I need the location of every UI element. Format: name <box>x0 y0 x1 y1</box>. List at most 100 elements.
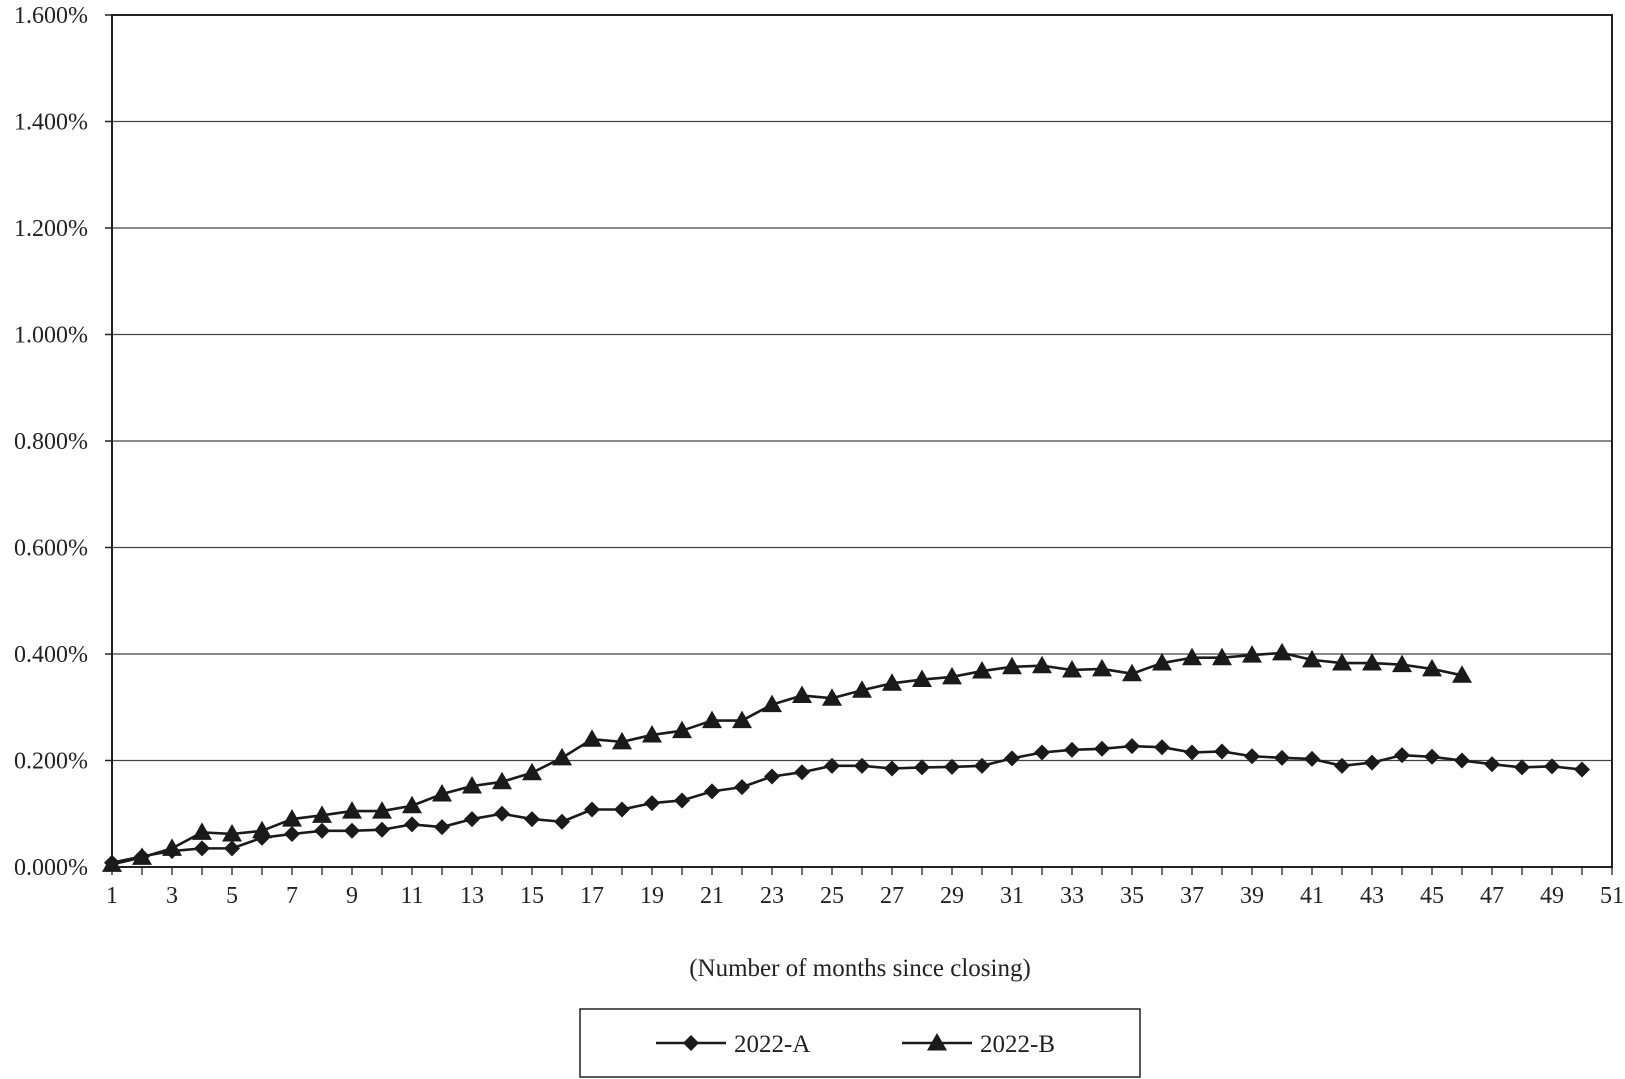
data-point <box>852 680 872 698</box>
x-tick-label: 25 <box>820 883 844 909</box>
data-point <box>462 776 482 794</box>
data-point <box>854 757 870 774</box>
x-tick-label: 45 <box>1420 883 1444 909</box>
data-point <box>372 801 392 819</box>
legend-marker <box>683 1035 699 1051</box>
x-axis-label: (Number of months since closing) <box>689 955 1031 982</box>
x-tick-label: 35 <box>1120 883 1144 909</box>
data-point <box>1034 744 1050 761</box>
data-point <box>554 813 570 830</box>
x-tick-label: 43 <box>1360 883 1384 909</box>
data-point <box>734 779 750 796</box>
data-point <box>1032 655 1052 674</box>
data-point <box>972 661 992 679</box>
data-point <box>884 760 900 777</box>
data-point <box>1362 653 1382 671</box>
x-tick-label: 31 <box>1000 883 1024 909</box>
data-point <box>1304 750 1320 767</box>
y-tick-label: 1.200% <box>14 216 88 242</box>
data-point <box>194 840 210 857</box>
data-point <box>132 847 152 865</box>
data-point <box>1182 647 1202 666</box>
data-point <box>944 758 960 775</box>
data-point <box>492 771 512 790</box>
x-tick-label: 19 <box>640 883 664 909</box>
data-point <box>642 724 662 743</box>
data-point <box>974 757 990 774</box>
legend-label: 2022-A <box>734 1031 810 1058</box>
data-point <box>914 759 930 776</box>
series-2022-A <box>104 738 1590 871</box>
data-point <box>434 819 450 836</box>
legend-label: 2022-B <box>980 1031 1055 1058</box>
y-tick-label: 1.600% <box>14 3 88 29</box>
data-point <box>822 688 842 706</box>
y-tick-label: 1.000% <box>14 323 88 349</box>
legend: 2022-A 2022-B <box>579 1008 1141 1078</box>
series-2022-B <box>102 642 1472 872</box>
data-point <box>1244 748 1260 765</box>
data-point <box>1272 642 1292 661</box>
legend-item-2022-A: 2022-A <box>656 1031 810 1058</box>
y-tick-label: 0.800% <box>14 429 88 455</box>
data-point <box>1212 647 1232 666</box>
data-point <box>1152 653 1172 671</box>
series-layer <box>102 642 1590 872</box>
data-point <box>1544 758 1560 775</box>
data-point <box>522 762 542 781</box>
data-point <box>702 710 722 729</box>
data-point <box>1302 649 1322 668</box>
data-point <box>794 764 810 781</box>
y-tick-label: 0.000% <box>14 855 88 881</box>
x-tick-label: 15 <box>520 883 544 909</box>
data-point <box>672 720 692 739</box>
x-tick-label: 27 <box>880 883 904 909</box>
data-point <box>1422 658 1442 677</box>
data-point <box>674 792 690 809</box>
data-point <box>552 747 572 766</box>
data-point <box>342 801 362 819</box>
data-point <box>732 710 752 729</box>
data-point <box>1364 754 1380 771</box>
x-axis-ticks: 1 3 5 7 9 11 13 15 17 19 21 23 25 27 29 31 33 35 37 39 41 43 4… <box>106 867 1624 909</box>
data-point <box>792 685 812 704</box>
x-tick-label: 33 <box>1060 883 1084 909</box>
data-point <box>1092 658 1112 677</box>
data-point <box>464 811 480 828</box>
data-point <box>224 840 240 857</box>
x-tick-label: 23 <box>760 883 784 909</box>
data-point <box>1064 741 1080 758</box>
data-point <box>282 809 302 827</box>
data-point <box>494 805 510 822</box>
x-tick-label: 51 <box>1600 883 1624 909</box>
plot-area-frame <box>111 14 1613 868</box>
data-point <box>1574 761 1590 778</box>
data-point <box>1332 653 1352 671</box>
data-point <box>1004 750 1020 767</box>
data-point <box>1392 654 1412 673</box>
data-point <box>314 822 330 839</box>
data-point <box>252 820 272 839</box>
data-point <box>344 822 360 839</box>
data-point <box>1242 645 1262 663</box>
data-point <box>524 811 540 828</box>
x-tick-label: 29 <box>940 883 964 909</box>
legend-item-2022-B: 2022-B <box>902 1031 1055 1058</box>
data-point <box>644 795 660 812</box>
data-point <box>192 822 212 840</box>
x-tick-label: 41 <box>1300 883 1324 909</box>
data-point <box>704 783 720 800</box>
data-point <box>1094 740 1110 757</box>
legend-marker <box>927 1033 947 1051</box>
data-point <box>582 729 602 747</box>
y-tick-label: 0.600% <box>14 536 88 562</box>
x-tick-label: 7 <box>286 883 298 909</box>
data-point <box>942 666 962 685</box>
data-point <box>1062 659 1082 678</box>
x-tick-label: 5 <box>226 883 238 909</box>
data-point <box>162 838 182 856</box>
data-point <box>612 731 632 750</box>
data-point <box>614 801 630 818</box>
data-point <box>762 694 782 713</box>
data-point <box>824 757 840 774</box>
